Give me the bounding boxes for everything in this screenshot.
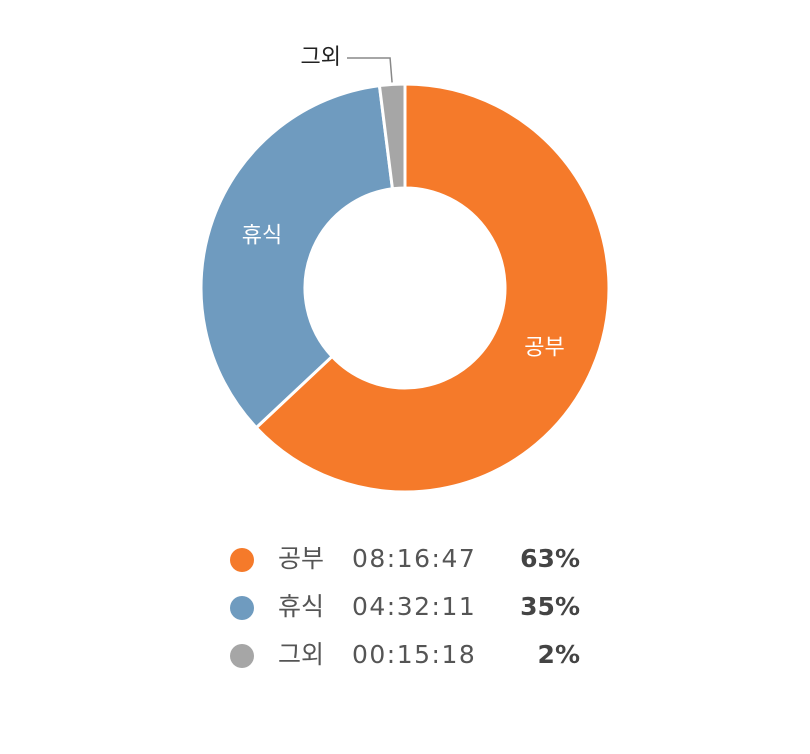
legend-duration: 08:16:47 bbox=[352, 544, 476, 573]
donut-slice bbox=[377, 82, 407, 191]
outside-label: 그외 bbox=[301, 45, 341, 70]
leader-line bbox=[347, 57, 393, 83]
legend-name: 그외 bbox=[278, 640, 324, 669]
legend-percent: 2% bbox=[538, 640, 580, 669]
legend-duration: 04:32:11 bbox=[352, 592, 476, 621]
legend-name: 휴식 bbox=[278, 592, 324, 621]
legend-name: 공부 bbox=[278, 544, 324, 573]
donut-slice bbox=[254, 82, 611, 494]
legend-dot bbox=[230, 596, 254, 620]
legend-dot bbox=[230, 644, 254, 668]
legend-percent: 63% bbox=[520, 544, 580, 573]
legend-dot bbox=[230, 548, 254, 572]
donut-slice bbox=[199, 83, 395, 430]
slice-label: 공부 bbox=[524, 335, 564, 360]
legend-percent: 35% bbox=[520, 592, 580, 621]
slice-label: 휴식 bbox=[242, 224, 282, 249]
legend-duration: 00:15:18 bbox=[352, 640, 476, 669]
